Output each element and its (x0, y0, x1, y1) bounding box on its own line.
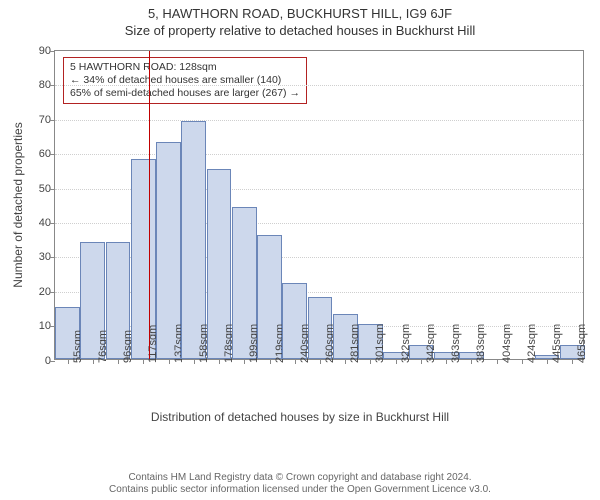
x-tick-mark (169, 359, 170, 364)
x-tick-label: 465sqm (576, 324, 588, 363)
x-tick-mark (370, 359, 371, 364)
y-tick-mark (50, 51, 55, 52)
x-tick-mark (143, 359, 144, 364)
x-tick-mark (320, 359, 321, 364)
x-tick-mark (345, 359, 346, 364)
x-tick-mark (471, 359, 472, 364)
x-tick-mark (522, 359, 523, 364)
y-tick-mark (50, 189, 55, 190)
info-line-3: 65% of semi-detached houses are larger (… (70, 87, 300, 100)
plot-area: 5 HAWTHORN ROAD: 128sqm ← 34% of detache… (54, 50, 584, 360)
x-tick-label: 404sqm (501, 324, 513, 363)
info-line-1: 5 HAWTHORN ROAD: 128sqm (70, 61, 300, 74)
x-tick-label: 383sqm (475, 324, 487, 363)
y-tick-mark (50, 257, 55, 258)
x-axis-label: Distribution of detached houses by size … (0, 410, 600, 424)
y-axis-label: Number of detached properties (11, 122, 25, 287)
footer-line-2: Contains public sector information licen… (0, 484, 600, 496)
x-tick-mark (421, 359, 422, 364)
x-tick-mark (547, 359, 548, 364)
y-tick-mark (50, 223, 55, 224)
x-tick-mark (295, 359, 296, 364)
x-tick-mark (497, 359, 498, 364)
y-tick-mark (50, 326, 55, 327)
x-tick-mark (194, 359, 195, 364)
x-tick-mark (446, 359, 447, 364)
grid-line (55, 85, 583, 86)
info-box: 5 HAWTHORN ROAD: 128sqm ← 34% of detache… (63, 57, 307, 104)
y-tick-mark (50, 120, 55, 121)
chart-area: Number of detached properties 5 HAWTHORN… (6, 44, 594, 420)
x-tick-mark (93, 359, 94, 364)
y-tick-mark (50, 154, 55, 155)
x-tick-mark (118, 359, 119, 364)
x-tick-mark (244, 359, 245, 364)
x-tick-mark (396, 359, 397, 364)
x-tick-mark (219, 359, 220, 364)
y-tick-mark (50, 292, 55, 293)
x-tick-mark (270, 359, 271, 364)
chart-container: 5, HAWTHORN ROAD, BUCKHURST HILL, IG9 6J… (0, 0, 600, 500)
marker-line (149, 51, 150, 359)
title-subtitle: Size of property relative to detached ho… (6, 23, 594, 40)
y-tick-mark (50, 361, 55, 362)
title-address: 5, HAWTHORN ROAD, BUCKHURST HILL, IG9 6J… (6, 6, 594, 23)
grid-line (55, 120, 583, 121)
grid-line (55, 154, 583, 155)
x-tick-mark (572, 359, 573, 364)
footer: Contains HM Land Registry data © Crown c… (0, 472, 600, 496)
x-tick-mark (68, 359, 69, 364)
footer-line-1: Contains HM Land Registry data © Crown c… (0, 472, 600, 484)
y-tick-mark (50, 85, 55, 86)
